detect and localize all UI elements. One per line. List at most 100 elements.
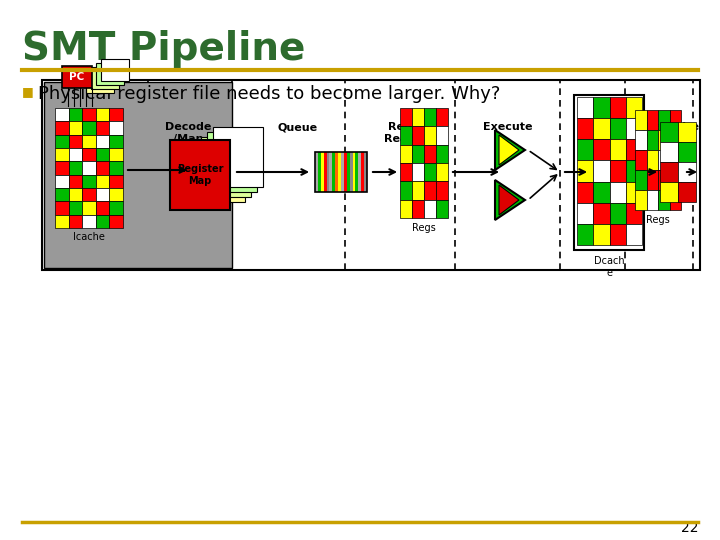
Bar — [412, 163, 424, 181]
Bar — [336, 152, 338, 192]
Bar — [660, 162, 678, 182]
Bar — [96, 174, 109, 188]
Text: Reg
Write: Reg Write — [641, 122, 675, 144]
Bar — [670, 150, 681, 170]
Text: Queue: Queue — [278, 122, 318, 132]
Bar — [86, 71, 114, 93]
Text: Retire: Retire — [661, 122, 699, 132]
Bar — [55, 148, 68, 161]
Bar — [109, 201, 123, 215]
Bar — [350, 152, 353, 192]
Bar — [635, 150, 647, 170]
Bar — [109, 215, 123, 228]
Bar — [109, 122, 123, 134]
Bar — [658, 170, 670, 190]
Bar — [678, 162, 696, 182]
Bar — [91, 67, 119, 89]
Bar — [400, 108, 412, 126]
Bar — [353, 152, 356, 192]
Bar — [658, 190, 670, 210]
Bar — [109, 108, 123, 122]
Bar — [678, 122, 696, 142]
Bar — [678, 142, 696, 162]
Bar — [333, 152, 336, 192]
Bar — [315, 152, 318, 192]
Bar — [412, 200, 424, 218]
Bar — [658, 110, 670, 130]
Bar — [82, 188, 96, 201]
Bar — [593, 118, 610, 139]
Bar — [324, 152, 327, 192]
Bar — [338, 152, 341, 192]
Text: Icache: Icache — [73, 232, 105, 242]
Bar — [647, 170, 658, 190]
Bar — [593, 181, 610, 202]
Bar — [670, 130, 681, 150]
Bar — [424, 163, 436, 181]
Text: ■: ■ — [22, 85, 34, 98]
Bar — [436, 126, 448, 145]
Text: PC: PC — [69, 72, 85, 82]
Bar — [55, 188, 68, 201]
Bar — [96, 188, 109, 201]
Bar — [82, 108, 96, 122]
Bar — [436, 200, 448, 218]
Bar — [424, 145, 436, 163]
Bar — [670, 110, 681, 130]
Bar — [96, 201, 109, 215]
Bar — [68, 201, 82, 215]
Bar — [62, 66, 92, 88]
Bar — [347, 152, 350, 192]
Bar — [96, 63, 124, 85]
Polygon shape — [499, 185, 519, 215]
Text: Execute: Execute — [483, 122, 533, 132]
Bar — [68, 215, 82, 228]
Bar — [626, 139, 642, 160]
Bar — [341, 152, 344, 192]
Bar — [400, 126, 412, 145]
Bar — [55, 215, 68, 228]
Bar — [647, 190, 658, 210]
Bar — [55, 174, 68, 188]
Text: Dcach
e: Dcach e — [594, 256, 625, 278]
Bar — [400, 181, 412, 200]
Bar — [626, 118, 642, 139]
Bar — [593, 202, 610, 224]
Bar — [678, 182, 696, 202]
Bar — [109, 148, 123, 161]
Bar — [96, 122, 109, 134]
Bar — [82, 134, 96, 148]
Bar — [400, 200, 412, 218]
Text: Dcache/
Store
Buffer: Dcache/ Store Buffer — [580, 122, 629, 155]
Bar — [577, 224, 593, 245]
Bar — [82, 161, 96, 174]
Bar — [610, 202, 626, 224]
Bar — [82, 174, 96, 188]
Bar — [55, 134, 68, 148]
Bar — [109, 161, 123, 174]
Bar — [577, 118, 593, 139]
Bar — [424, 108, 436, 126]
Bar — [55, 122, 68, 134]
Bar — [327, 152, 330, 192]
Bar — [577, 160, 593, 181]
Bar — [109, 174, 123, 188]
Bar — [577, 139, 593, 160]
Text: Reg
Read: Reg Read — [384, 122, 415, 144]
Bar — [660, 182, 678, 202]
Text: Decode
/Map: Decode /Map — [165, 122, 211, 144]
Bar — [82, 215, 96, 228]
Bar — [660, 122, 678, 142]
Bar — [412, 108, 424, 126]
Bar — [170, 140, 230, 210]
Text: Fetch: Fetch — [61, 122, 95, 132]
Text: SMT Pipeline: SMT Pipeline — [22, 30, 305, 68]
Bar — [660, 142, 678, 162]
Bar — [424, 200, 436, 218]
Bar — [647, 110, 658, 130]
Bar — [626, 97, 642, 118]
Bar — [109, 188, 123, 201]
Bar — [68, 188, 82, 201]
Bar — [82, 148, 96, 161]
Bar — [593, 139, 610, 160]
